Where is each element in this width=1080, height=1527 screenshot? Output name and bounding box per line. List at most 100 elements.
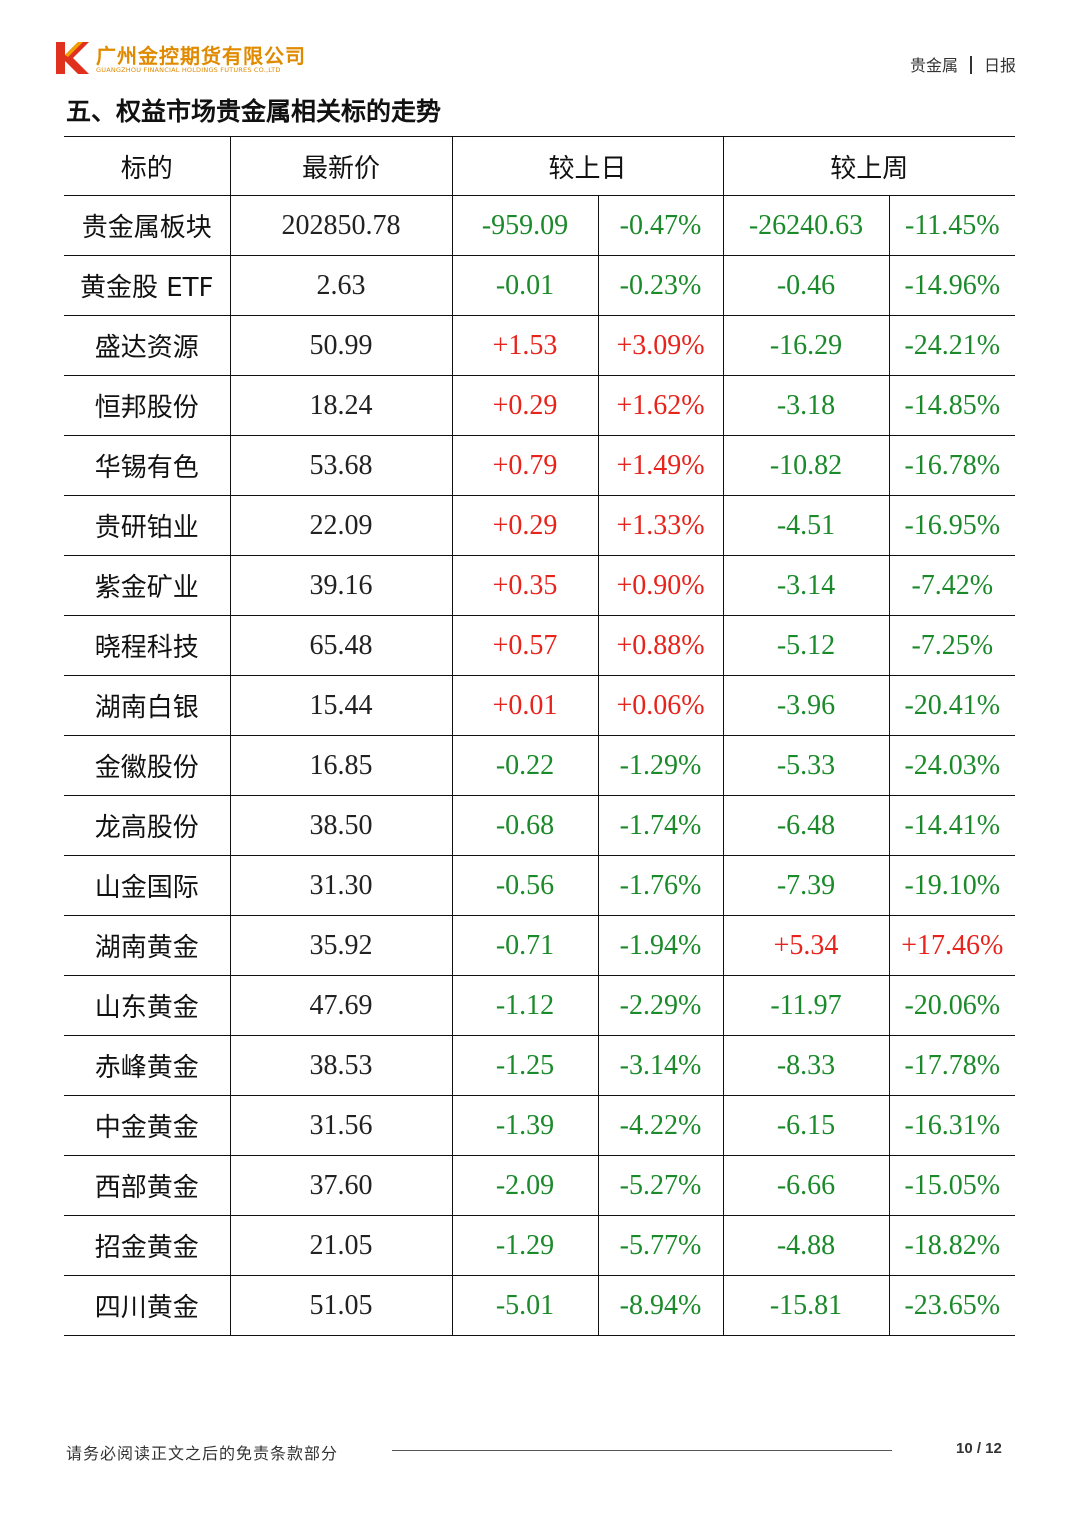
table-header-row: 标的 最新价 较上日 较上周 (64, 136, 1016, 196)
cell-day-change: -0.71 (451, 915, 598, 976)
cell-week-pct: -24.21% (888, 315, 1016, 376)
cell-name: 盛达资源 (64, 315, 230, 376)
cell-week-pct: -14.85% (888, 375, 1016, 436)
cell-week-change: -15.81 (722, 1275, 890, 1336)
cell-week-change: -6.66 (722, 1155, 890, 1216)
cell-day-pct: -5.27% (597, 1155, 724, 1216)
cell-week-change: -10.82 (722, 435, 890, 496)
cell-name: 湖南白银 (64, 675, 230, 736)
cell-price: 31.56 (229, 1095, 452, 1156)
cell-day-pct: +0.90% (597, 555, 724, 616)
table-row: 招金黄金 21.05 -1.29 -5.77% -4.88 -18.82% (64, 1215, 1016, 1276)
cell-week-pct: -16.31% (888, 1095, 1016, 1156)
cell-day-pct: -1.94% (597, 915, 724, 976)
cell-day-change: -959.09 (451, 195, 598, 256)
page-header: 广州金控期货有限公司 GUANGZHOU FINANCIAL HOLDINGS … (0, 0, 1080, 90)
cell-week-pct: -23.65% (888, 1275, 1016, 1336)
table-row: 盛达资源 50.99 +1.53 +3.09% -16.29 -24.21% (64, 315, 1016, 376)
cell-day-change: +0.29 (451, 375, 598, 436)
cell-week-pct: -15.05% (888, 1155, 1016, 1216)
cell-price: 22.09 (229, 495, 452, 556)
cell-price: 47.69 (229, 975, 452, 1036)
cell-price: 50.99 (229, 315, 452, 376)
table-row: 恒邦股份 18.24 +0.29 +1.62% -3.18 -14.85% (64, 375, 1016, 436)
cell-week-change: -11.97 (722, 975, 890, 1036)
cell-day-change: -1.39 (451, 1095, 598, 1156)
cell-name: 恒邦股份 (64, 375, 230, 436)
cell-week-change: -4.88 (722, 1215, 890, 1276)
cell-day-pct: -1.76% (597, 855, 724, 916)
table-row: 贵金属板块 202850.78 -959.09 -0.47% -26240.63 -11.… (64, 195, 1016, 256)
cell-day-pct: -0.47% (597, 195, 724, 256)
cell-week-pct: -11.45% (888, 195, 1016, 256)
cell-name: 贵金属板块 (64, 195, 230, 256)
cell-day-pct: +0.88% (597, 615, 724, 676)
cell-day-change: -1.29 (451, 1215, 598, 1276)
cell-day-change: +0.35 (451, 555, 598, 616)
header-day-change: 较上日 (451, 136, 724, 196)
cell-day-change: +0.79 (451, 435, 598, 496)
cell-day-change: -0.01 (451, 255, 598, 316)
cell-week-change: -7.39 (722, 855, 890, 916)
cell-price: 35.92 (229, 915, 452, 976)
cell-price: 38.50 (229, 795, 452, 856)
cell-day-change: +1.53 (451, 315, 598, 376)
cell-price: 31.30 (229, 855, 452, 916)
cell-day-change: -5.01 (451, 1275, 598, 1336)
cell-price: 202850.78 (229, 195, 452, 256)
table-row: 黄金股 ETF 2.63 -0.01 -0.23% -0.46 -14.96% (64, 255, 1016, 316)
cell-week-pct: -7.25% (888, 615, 1016, 676)
cell-day-change: -1.25 (451, 1035, 598, 1096)
company-name-cn: 广州金控期货有限公司 (96, 44, 306, 68)
cell-week-change: -6.48 (722, 795, 890, 856)
cell-day-pct: -1.29% (597, 735, 724, 796)
precious-metals-equity-table: 标的 最新价 较上日 较上周 贵金属板块 202850.78 -959.09 -0.4… (64, 136, 1016, 1336)
section-title: 五、权益市场贵金属相关标的走势 (66, 97, 442, 126)
cell-name: 招金黄金 (64, 1215, 230, 1276)
table-row: 紫金矿业 39.16 +0.35 +0.90% -3.14 -7.42% (64, 555, 1016, 616)
cell-price: 51.05 (229, 1275, 452, 1336)
cell-week-pct: -18.82% (888, 1215, 1016, 1276)
cell-day-pct: -2.29% (597, 975, 724, 1036)
table-row: 中金黄金 31.56 -1.39 -4.22% -6.15 -16.31% (64, 1095, 1016, 1156)
cell-day-pct: -5.77% (597, 1215, 724, 1276)
header-week-change: 较上周 (722, 136, 1016, 196)
cell-price: 37.60 (229, 1155, 452, 1216)
cell-price: 38.53 (229, 1035, 452, 1096)
table-row: 西部黄金 37.60 -2.09 -5.27% -6.66 -15.05% (64, 1155, 1016, 1216)
cell-day-change: -0.68 (451, 795, 598, 856)
cell-name: 金徽股份 (64, 735, 230, 796)
cell-day-pct: -4.22% (597, 1095, 724, 1156)
company-logo: 广州金控期货有限公司 GUANGZHOU FINANCIAL HOLDINGS … (56, 38, 356, 80)
cell-day-pct: -3.14% (597, 1035, 724, 1096)
cell-week-pct: -16.95% (888, 495, 1016, 556)
table-row: 四川黄金 51.05 -5.01 -8.94% -15.81 -23.65% (64, 1275, 1016, 1336)
cell-day-change: -2.09 (451, 1155, 598, 1216)
cell-day-change: -1.12 (451, 975, 598, 1036)
report-tag: 贵金属 日报 (910, 52, 1016, 76)
cell-name: 晓程科技 (64, 615, 230, 676)
cell-week-pct: -19.10% (888, 855, 1016, 916)
cell-day-change: +0.01 (451, 675, 598, 736)
cell-price: 21.05 (229, 1215, 452, 1276)
cell-week-pct: -7.42% (888, 555, 1016, 616)
cell-week-change: -3.14 (722, 555, 890, 616)
table-row: 湖南白银 15.44 +0.01 +0.06% -3.96 -20.41% (64, 675, 1016, 736)
cell-day-pct: +0.06% (597, 675, 724, 736)
cell-name: 四川黄金 (64, 1275, 230, 1336)
cell-name: 西部黄金 (64, 1155, 230, 1216)
cell-week-pct: -20.41% (888, 675, 1016, 736)
cell-price: 18.24 (229, 375, 452, 436)
cell-name: 山金国际 (64, 855, 230, 916)
cell-week-change: -0.46 (722, 255, 890, 316)
report-type: 日报 (983, 56, 1016, 75)
cell-day-pct: -0.23% (597, 255, 724, 316)
cell-day-change: +0.57 (451, 615, 598, 676)
cell-name: 黄金股 ETF (64, 255, 230, 316)
cell-price: 2.63 (229, 255, 452, 316)
table-body: 贵金属板块 202850.78 -959.09 -0.47% -26240.63 -11.… (64, 195, 1016, 1336)
header-name: 标的 (64, 136, 230, 196)
table-row: 金徽股份 16.85 -0.22 -1.29% -5.33 -24.03% (64, 735, 1016, 796)
company-name-en: GUANGZHOU FINANCIAL HOLDINGS FUTURES CO.… (96, 66, 281, 74)
cell-price: 39.16 (229, 555, 452, 616)
